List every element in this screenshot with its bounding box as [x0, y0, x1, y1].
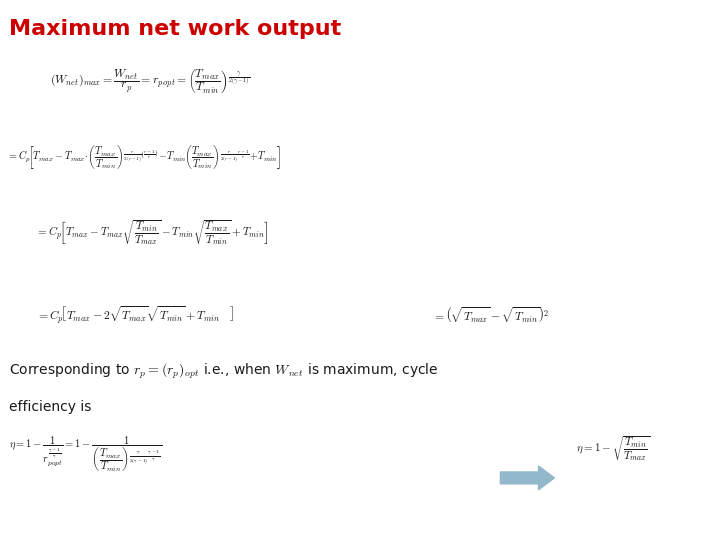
Text: $= C_p\!\left[T_{max} - T_{max}\!\cdot\!\left(\dfrac{T_{max}}{T_{min}}\right)^{\: $= C_p\!\left[T_{max} - T_{max}\!\cdot\!…: [7, 143, 282, 171]
Text: $= \left(\sqrt{T_{max}} - \sqrt{T_{min}}\right)^{\!2}$: $= \left(\sqrt{T_{max}} - \sqrt{T_{min}}…: [432, 305, 549, 325]
Text: $(W_{net})_{max} = \dfrac{W_{net}}{r_p} = r_{p\,opt} = \left(\dfrac{T_{max}}{T_{: $(W_{net})_{max} = \dfrac{W_{net}}{r_p} …: [50, 68, 251, 96]
Text: Corresponding to $r_p = (r_p)_{opt}$ i.e., when $W_{net}$ is maximum, cycle: Corresponding to $r_p = (r_p)_{opt}$ i.e…: [9, 362, 439, 381]
Text: efficiency is: efficiency is: [9, 400, 91, 414]
Text: $\eta = 1 - \sqrt{\dfrac{T_{min}}{T_{max}}}$: $\eta = 1 - \sqrt{\dfrac{T_{min}}{T_{max…: [576, 435, 651, 464]
Text: Maximum net work output: Maximum net work output: [9, 19, 341, 39]
FancyArrow shape: [500, 466, 554, 490]
Text: $\eta = 1 - \dfrac{1}{r_{popt}^{\frac{\gamma-1}{\gamma}}} = 1 - \dfrac{1}{\left(: $\eta = 1 - \dfrac{1}{r_{popt}^{\frac{\g…: [9, 435, 163, 474]
Text: $= C_p\!\left[T_{max} - 2\sqrt{T_{max}}\sqrt{T_{min}} + T_{min}\quad\right]$: $= C_p\!\left[T_{max} - 2\sqrt{T_{max}}\…: [36, 305, 235, 327]
Text: $= C_p\!\left[T_{max} - T_{max}\sqrt{\dfrac{T_{min}}{T_{max}}} - T_{min}\sqrt{\d: $= C_p\!\left[T_{max} - T_{max}\sqrt{\df…: [36, 219, 269, 248]
